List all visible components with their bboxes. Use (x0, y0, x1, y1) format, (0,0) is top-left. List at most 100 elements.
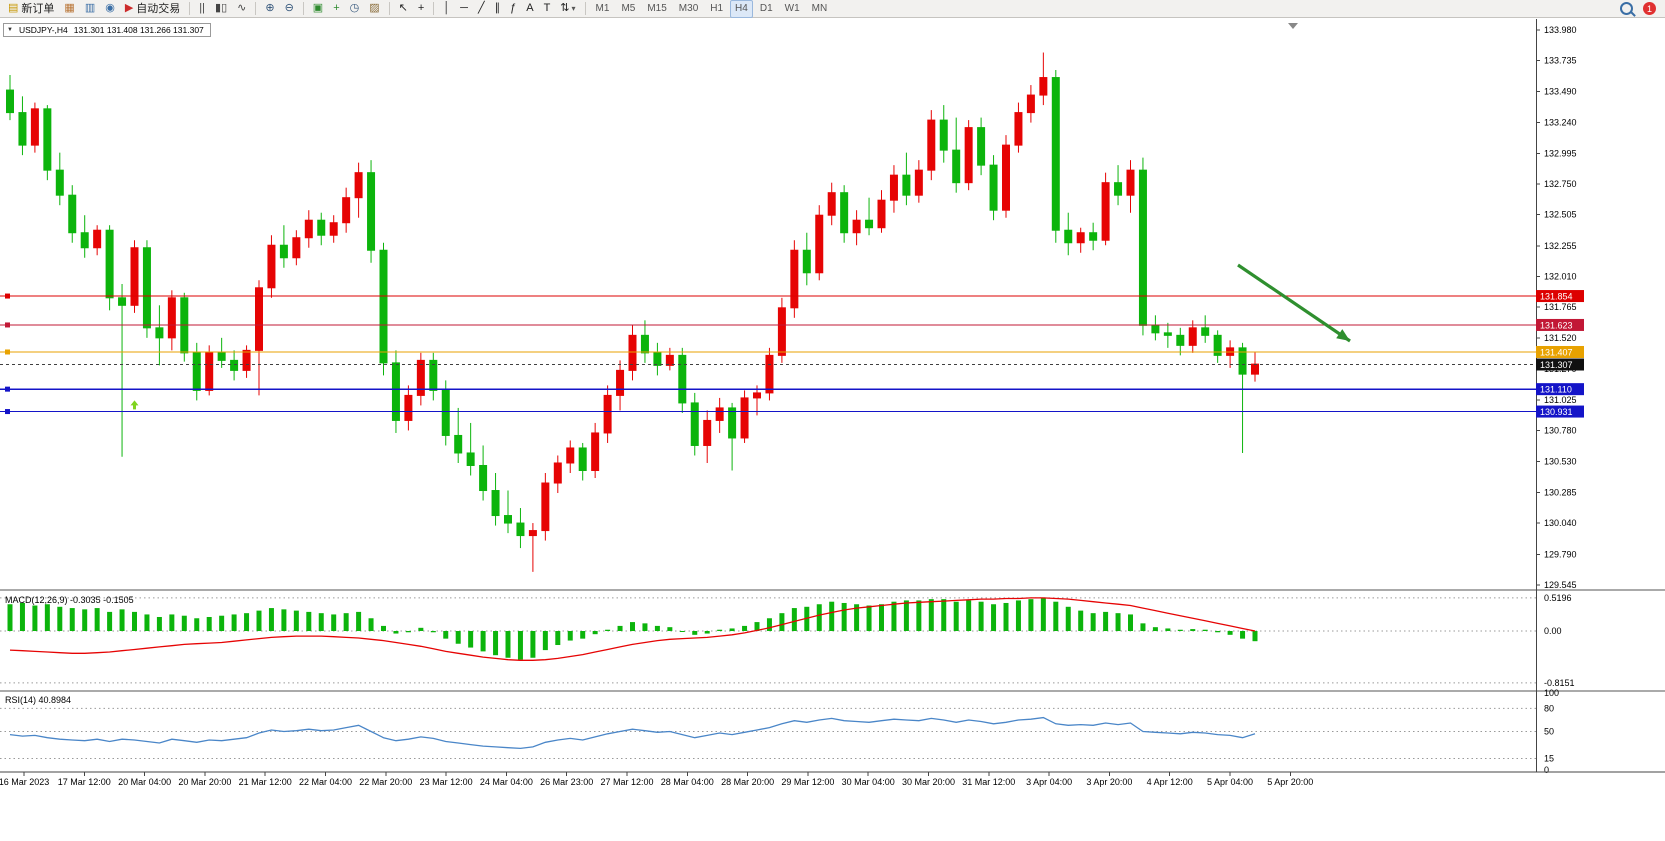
candle-body (1126, 169, 1135, 196)
macd-bar (717, 629, 723, 631)
price-axis-label: 133.980 (1544, 25, 1577, 35)
timeframe-mn-button[interactable]: MN (811, 2, 828, 14)
candle-body (815, 214, 824, 274)
candle-body (205, 352, 214, 391)
price-axis-label: 129.545 (1544, 580, 1577, 590)
candle-body (616, 369, 625, 396)
candle-body (30, 108, 39, 146)
price-tag (1536, 383, 1584, 396)
equidistant-channel-icon: ∥ (494, 2, 501, 14)
macd-bar (69, 608, 75, 631)
text-button[interactable]: A (522, 0, 537, 18)
time-axis-label: 3 Apr 04:00 (1026, 777, 1072, 787)
line-chart-button[interactable]: ∿ (233, 0, 250, 18)
vertical-line-button[interactable]: │ (439, 0, 454, 18)
time-axis[interactable]: 16 Mar 2023 17 Mar 12:00 20 Mar 04:00 20 Ma… (0, 771, 1665, 787)
text-label-button[interactable]: T (540, 0, 555, 18)
candle-body (466, 452, 475, 466)
chart-area[interactable]: 133.980 133.735 133.490 133.240 132.995 132.7… (0, 19, 1665, 841)
candle-body (1201, 327, 1210, 336)
candle-body (541, 482, 550, 532)
time-axis-label: 4 Apr 12:00 (1147, 777, 1193, 787)
periods-button[interactable]: ◷ (346, 0, 364, 18)
macd-bar (1090, 613, 1096, 631)
candle-body (155, 327, 164, 339)
line-handle[interactable] (5, 322, 10, 328)
line-handle[interactable] (5, 349, 10, 355)
time-axis-label: 17 Mar 12:00 (58, 777, 111, 787)
timeframe-h4-button[interactable]: H4 (730, 0, 753, 18)
chart-shift-marker[interactable] (1288, 23, 1298, 29)
candle-body (342, 197, 351, 224)
new-order-button[interactable]: ▤ 新订单 (4, 0, 58, 18)
price-axis-label: 131.520 (1544, 333, 1577, 343)
macd-bar (729, 628, 735, 631)
macd-bar (1215, 631, 1221, 633)
candle-body (55, 169, 64, 196)
line-handle[interactable] (5, 293, 10, 299)
crosshair-button[interactable]: + (414, 0, 428, 18)
zoom-in-button[interactable]: ⊕ (261, 0, 278, 18)
chevron-down-icon[interactable]: ▼ (7, 27, 13, 33)
macd-bar (779, 613, 785, 631)
macd-panel[interactable] (7, 597, 1258, 661)
rsi-panel[interactable] (9, 716, 1256, 750)
macd-bar (244, 613, 250, 631)
timeframe-h1-button[interactable]: H1 (710, 2, 724, 14)
profiles-button[interactable]: ▥ (81, 0, 99, 18)
indicators-button[interactable]: + (329, 0, 343, 18)
rsi-axis-label: 100 (1544, 688, 1559, 698)
templates-button[interactable]: ▨ (365, 0, 383, 18)
macd-bar (567, 631, 573, 641)
macd-bar (107, 611, 113, 631)
macd-bar (468, 631, 474, 648)
candle-body (1151, 324, 1160, 334)
timeframe-m15-button[interactable]: M15 (647, 2, 667, 14)
price-axis[interactable]: 133.980 133.735 133.490 133.240 132.995 132.7… (1536, 25, 1577, 775)
panel-separator-macd[interactable] (0, 589, 1665, 591)
periods-icon: ◷ (349, 2, 360, 14)
macd-bar (405, 631, 411, 633)
horizontal-line-button[interactable]: ─ (456, 0, 472, 18)
line-handle[interactable] (5, 386, 10, 392)
buy-arrow-marker[interactable] (130, 400, 139, 410)
zoom-out-button[interactable]: ⊖ (281, 0, 298, 18)
macd-bar (1028, 599, 1034, 631)
line-handle[interactable] (5, 409, 10, 415)
candle-body (304, 219, 313, 239)
macd-bar (1202, 629, 1208, 631)
equidistant-channel-button[interactable]: ∥ (491, 0, 505, 18)
tile-windows-button[interactable]: ▣ (309, 0, 327, 18)
candle-body (1014, 112, 1023, 146)
trendline-button[interactable]: ╱ (474, 0, 489, 18)
auto-trading-button[interactable]: ▶ 自动交易 (121, 0, 184, 18)
arrows-icon: ⇅ (560, 2, 570, 14)
symbol-header[interactable]: ▼ USDJPY-,H4 131.301 131.408 131.266 131… (3, 23, 211, 37)
candle-body (217, 352, 226, 361)
candle-body (93, 229, 102, 249)
candle-body (279, 244, 288, 259)
timeframe-m5-button[interactable]: M5 (621, 2, 636, 14)
candle-body (1163, 332, 1172, 336)
chart-window-button[interactable]: ▦ (60, 0, 78, 18)
arrows-button[interactable]: ⇅ ▾ (556, 0, 579, 18)
timeframe-m30-button[interactable]: M30 (678, 2, 699, 14)
timeframe-w1-button[interactable]: W1 (784, 2, 800, 14)
timeframe-d1-button[interactable]: D1 (759, 2, 773, 14)
candlestick-button[interactable]: ▮▯ (211, 0, 231, 18)
trend-arrow[interactable] (1237, 263, 1351, 343)
cursor-button[interactable]: ↖ (395, 0, 412, 18)
macd-axis-label: -0.8151 (1544, 678, 1575, 688)
candle-body (566, 447, 575, 464)
macd-bar (692, 631, 698, 635)
data-window-button[interactable]: ◉ (101, 0, 119, 18)
candlesticks[interactable] (6, 52, 1259, 572)
notification-badge[interactable]: 1 (1643, 2, 1656, 15)
search-icon[interactable] (1620, 2, 1633, 15)
fibonacci-button[interactable]: ƒ (506, 0, 520, 18)
ohlc-bars-button[interactable]: || (195, 0, 209, 18)
panel-separator-rsi[interactable] (0, 690, 1665, 692)
timeframe-m1-button[interactable]: M1 (595, 2, 610, 14)
macd-bar (555, 631, 561, 646)
horizontal-lines[interactable] (0, 293, 1536, 415)
